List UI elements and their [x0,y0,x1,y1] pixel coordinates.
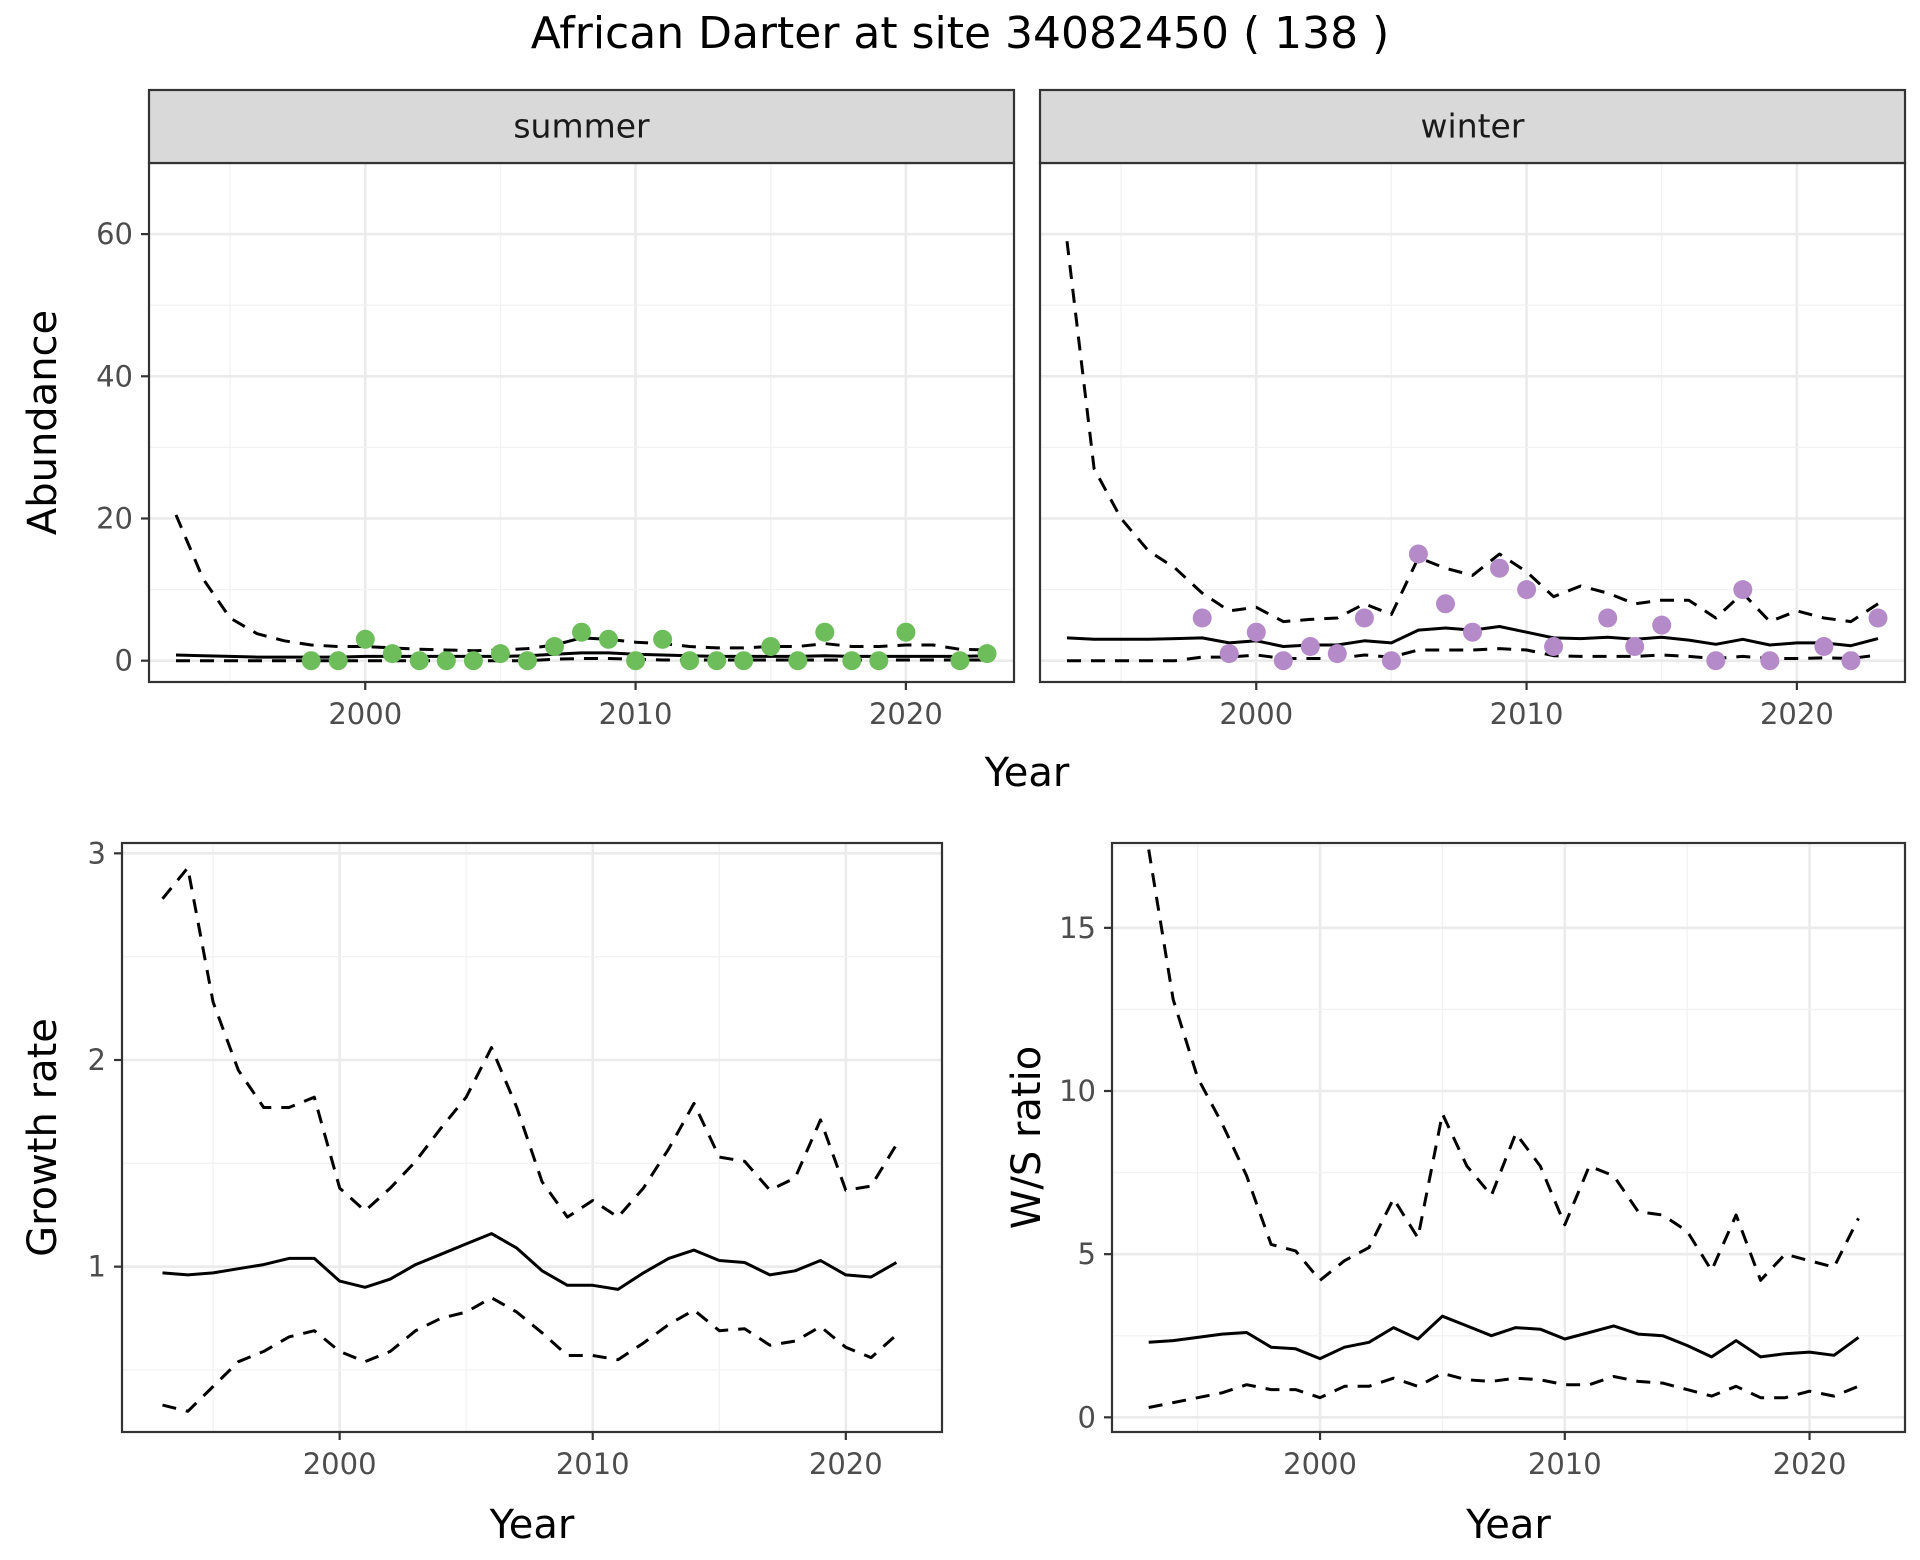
ws-ratio-x-tick-label: 2020 [1773,1447,1847,1481]
winter-data-point [1868,608,1888,628]
summer-data-point [734,651,754,671]
growth-x-tick-label: 2000 [303,1447,377,1481]
winter-data-point [1408,544,1428,564]
winter-abundance-panel: winter 2000 2010 2020 [1038,88,1907,731]
growth-x-axis-title: Year [489,1502,575,1548]
ws-ratio-x-axis-title: Year [1465,1502,1551,1548]
ws-ratio-y-tick-label: 0 [1078,1400,1096,1434]
abundance-x-axis-title: Year [984,750,1070,796]
ws-ratio-y-axis-title: W/S ratio [1004,1046,1050,1229]
growth-y-axis-title: Growth rate [20,1018,66,1257]
summer-upper-line [174,514,988,653]
winter-data-point [1841,651,1861,671]
summer-data-point [409,651,429,671]
winter-data-point [1490,558,1509,578]
figure-title: African Darter at site 34082450 ( 138 ) [531,8,1390,59]
summer-data-point [436,651,456,671]
summer-strip [147,88,1016,165]
summer-data-point [869,651,889,671]
summer-data-point [301,651,321,671]
summer-data-point [599,629,618,649]
ws-ratio-mean-line [1148,1314,1860,1361]
ws-ratio-x-tick-label: 2000 [1283,1447,1357,1481]
summer-data-point [328,651,348,671]
winter-data-point [1733,580,1753,600]
summer-y-tick-label: 20 [96,501,133,535]
summer-y-tick-label: 60 [96,217,133,251]
summer-data-point [977,644,997,664]
winter-data-point [1327,644,1347,664]
ws-ratio-y-tick-label: 10 [1059,1074,1096,1108]
winter-data-point [1381,651,1401,671]
winter-strip-label: winter [1421,107,1525,146]
winter-x-tick-label: 2000 [1219,697,1293,731]
summer-x-tick-label: 2010 [599,697,673,731]
ws-ratio-y-tick-label: 15 [1059,911,1096,945]
winter-x-tick-label: 2010 [1490,697,1564,731]
growth-rate-panel: 2000 2010 2020 1 2 3 Year Growth rate [20,836,944,1548]
winter-lower-line [1067,647,1879,663]
summer-data-point [653,629,673,649]
summer-data-point [788,651,808,671]
summer-data-point [950,651,970,671]
winter-data-point [1760,651,1780,671]
summer-data-point [355,629,375,649]
winter-data-point [1219,644,1239,664]
winter-data-point [1544,637,1564,656]
summer-abundance-panel: summer 2000 2010 2020 0 20 40 60 Abundance [20,88,1016,731]
ws-ratio-lower-line [1148,1371,1860,1409]
growth-y-tick-label: 3 [88,836,106,870]
summer-data-point [490,644,510,664]
summer-y-tick-label: 0 [115,644,133,678]
summer-data-point [761,637,781,656]
summer-data-point [545,637,564,656]
winter-data-point [1246,622,1266,642]
ws-ratio-x-tick-label: 2010 [1528,1447,1602,1481]
winter-data-point [1814,637,1834,656]
growth-mean-line [162,1232,898,1291]
growth-upper-line [161,866,898,1219]
summer-y-tick-label: 40 [96,359,133,393]
winter-data-point [1625,637,1645,656]
summer-data-point [815,622,835,642]
winter-data-point [1273,651,1293,671]
summer-x-tick-label: 2000 [328,697,402,731]
ws-ratio-panel: 2000 2010 2020 0 5 10 15 Year W/S ratio [1004,841,1907,1548]
summer-data-point [842,651,862,671]
summer-data-point [626,651,646,671]
summer-data-point [896,622,916,642]
growth-x-tick-label: 2010 [556,1447,630,1481]
ws-ratio-y-tick-label: 5 [1078,1237,1096,1271]
winter-strip [1038,88,1907,165]
growth-lower-line [162,1296,898,1413]
winter-data-point [1652,615,1672,635]
growth-y-tick-label: 2 [88,1043,106,1077]
summer-data-point [707,651,727,671]
summer-data-point [463,651,483,671]
winter-data-point [1354,608,1374,628]
winter-data-point [1598,608,1618,628]
growth-x-tick-label: 2020 [809,1447,883,1481]
summer-data-point [680,651,700,671]
summer-strip-label: summer [513,107,650,146]
summer-data-point [382,644,402,664]
growth-y-tick-label: 1 [88,1250,106,1284]
winter-data-point [1517,580,1537,600]
ws-ratio-upper-line [1147,849,1860,1282]
winter-data-point [1463,622,1482,642]
summer-data-point [572,622,591,642]
winter-data-point [1300,637,1320,656]
winter-data-point [1706,651,1726,671]
summer-data-point [517,651,537,671]
winter-data-point [1192,608,1212,628]
summer-x-tick-label: 2020 [869,697,943,731]
summer-y-axis-title: Abundance [20,310,66,535]
winter-x-tick-label: 2020 [1760,697,1834,731]
winter-data-point [1436,594,1455,614]
